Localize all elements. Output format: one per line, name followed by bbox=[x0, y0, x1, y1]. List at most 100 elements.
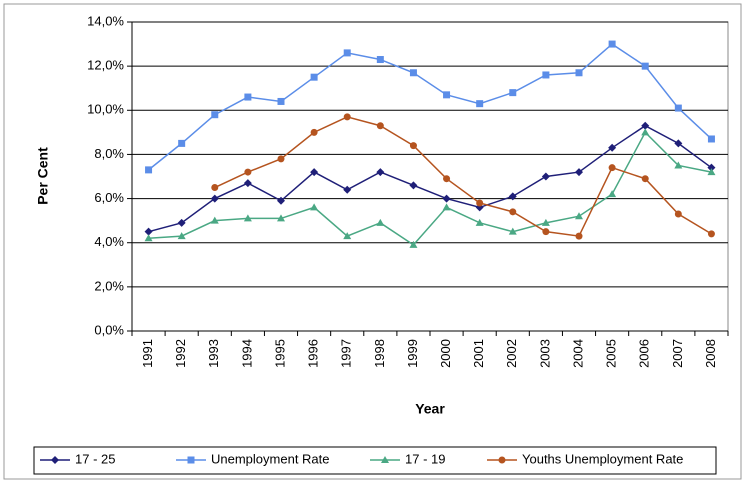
data-point bbox=[608, 190, 617, 198]
data-point bbox=[542, 71, 550, 79]
data-point bbox=[475, 218, 484, 226]
x-tick-label: 2005 bbox=[604, 339, 619, 368]
data-point bbox=[409, 69, 417, 77]
y-axis-label: Per Cent bbox=[35, 147, 51, 205]
data-point bbox=[641, 121, 650, 130]
series-line bbox=[148, 43, 712, 171]
data-point bbox=[376, 122, 384, 130]
x-tick-label: 2007 bbox=[670, 339, 685, 368]
data-point bbox=[211, 111, 219, 119]
x-tick-label: 2006 bbox=[637, 339, 652, 368]
y-tick-label: 10,0% bbox=[87, 102, 124, 117]
data-point bbox=[575, 69, 583, 77]
data-point bbox=[277, 196, 285, 205]
x-tick-label: 1991 bbox=[140, 339, 155, 368]
data-point bbox=[707, 163, 716, 172]
data-point bbox=[575, 212, 583, 220]
data-point bbox=[409, 240, 418, 248]
x-tick-label: 1995 bbox=[272, 339, 287, 368]
data-point bbox=[343, 113, 351, 121]
data-point bbox=[409, 181, 418, 190]
data-point bbox=[608, 143, 617, 152]
y-tick-label: 8,0% bbox=[94, 146, 124, 161]
data-point bbox=[277, 155, 285, 163]
data-point bbox=[343, 49, 351, 57]
data-point bbox=[310, 168, 319, 177]
data-point bbox=[541, 218, 550, 226]
data-point bbox=[674, 161, 683, 169]
data-point bbox=[641, 128, 650, 136]
data-point bbox=[541, 172, 550, 181]
y-tick-label: 6,0% bbox=[94, 190, 124, 205]
data-point bbox=[608, 164, 616, 172]
y-tick-label: 12,0% bbox=[87, 58, 124, 73]
x-tick-label: 2004 bbox=[570, 339, 585, 368]
data-point bbox=[542, 228, 550, 236]
data-point bbox=[277, 214, 285, 222]
data-point bbox=[343, 185, 352, 194]
data-point bbox=[376, 56, 384, 64]
series-line bbox=[148, 131, 712, 246]
data-point bbox=[177, 232, 186, 240]
data-point bbox=[608, 40, 616, 48]
legend-marker bbox=[498, 456, 506, 464]
series-line bbox=[148, 124, 712, 233]
data-point bbox=[707, 135, 715, 143]
data-point bbox=[145, 166, 153, 174]
data-point bbox=[310, 73, 318, 81]
data-point bbox=[575, 168, 583, 177]
data-point bbox=[443, 175, 451, 183]
y-tick-label: 14,0% bbox=[87, 13, 124, 28]
data-point bbox=[508, 227, 517, 235]
x-tick-label: 2001 bbox=[471, 339, 486, 368]
series-line bbox=[214, 116, 712, 237]
data-point bbox=[509, 89, 517, 97]
data-point bbox=[707, 230, 715, 238]
data-point bbox=[707, 168, 716, 176]
y-tick-label: 0,0% bbox=[94, 322, 124, 337]
data-point bbox=[674, 104, 682, 112]
data-point bbox=[144, 234, 153, 242]
data-point bbox=[177, 218, 186, 227]
legend-label: Youths Unemployment Rate bbox=[522, 451, 683, 466]
x-tick-label: 1992 bbox=[173, 339, 188, 368]
legend-label: Unemployment Rate bbox=[211, 451, 330, 466]
data-point bbox=[442, 194, 451, 203]
x-tick-label: 1999 bbox=[405, 339, 420, 368]
data-point bbox=[443, 91, 451, 99]
data-point bbox=[674, 210, 682, 218]
legend-marker bbox=[381, 456, 389, 463]
data-point bbox=[277, 97, 285, 105]
data-point bbox=[376, 218, 385, 226]
data-point bbox=[509, 208, 517, 216]
x-tick-label: 1997 bbox=[339, 339, 354, 368]
data-point bbox=[376, 168, 385, 177]
y-tick-label: 2,0% bbox=[94, 278, 124, 293]
data-point bbox=[508, 192, 517, 201]
data-point bbox=[674, 139, 683, 148]
legend-label: 17 - 25 bbox=[75, 451, 115, 466]
x-tick-label: 1998 bbox=[372, 339, 387, 368]
data-point bbox=[211, 184, 219, 192]
x-tick-label: 2002 bbox=[504, 339, 519, 368]
legend-marker bbox=[51, 456, 59, 464]
data-point bbox=[243, 179, 252, 188]
data-point bbox=[243, 214, 252, 222]
data-point bbox=[641, 175, 649, 183]
x-axis-label: Year bbox=[415, 401, 445, 417]
data-point bbox=[178, 139, 186, 147]
x-tick-label: 2003 bbox=[537, 339, 552, 368]
data-point bbox=[210, 216, 219, 224]
x-tick-label: 2000 bbox=[438, 339, 453, 368]
data-point bbox=[310, 203, 319, 211]
x-tick-label: 1993 bbox=[206, 339, 221, 368]
legend-marker bbox=[187, 456, 195, 464]
data-point bbox=[244, 168, 252, 176]
data-point bbox=[144, 227, 153, 236]
data-point bbox=[575, 232, 583, 240]
data-point bbox=[310, 128, 318, 136]
data-point bbox=[641, 62, 649, 70]
data-point bbox=[476, 100, 484, 108]
y-tick-label: 4,0% bbox=[94, 234, 124, 249]
